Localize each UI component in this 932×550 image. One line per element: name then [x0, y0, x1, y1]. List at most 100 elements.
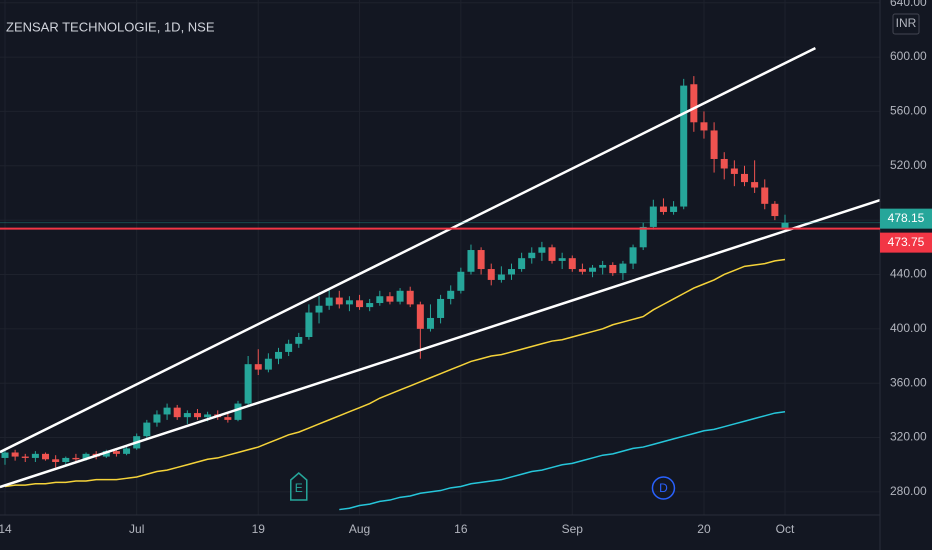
candle-body [82, 453, 90, 460]
candle-body [730, 168, 738, 174]
candle-body [467, 250, 475, 272]
x-tick-label: Oct [776, 522, 795, 536]
candle-body [21, 456, 29, 458]
candle-body [457, 271, 465, 291]
candle-body [264, 358, 272, 370]
x-tick-label: 20 [697, 522, 711, 536]
price-label-bg [880, 208, 932, 229]
candle-body [376, 296, 384, 304]
candle-body [285, 343, 293, 352]
x-tick-label: 19 [252, 522, 266, 536]
event-marker [290, 472, 308, 501]
candle-body [416, 304, 424, 329]
candle-body [335, 297, 343, 305]
candle-body [528, 252, 536, 259]
candle-body [680, 85, 688, 207]
y-tick-label: 280.00 [890, 484, 927, 498]
candle-body [558, 258, 566, 261]
candle-body [234, 403, 242, 420]
candle-body [386, 296, 394, 302]
candle-body [295, 336, 303, 344]
candle-body [11, 452, 19, 457]
y-tick-label: 400.00 [890, 321, 927, 335]
candle-body [366, 303, 374, 308]
event-label: D [659, 481, 668, 495]
candle-body [589, 267, 597, 272]
moving-average [4, 258, 786, 488]
price-label: 473.75 [888, 235, 925, 249]
candle-body [356, 300, 364, 308]
candle-body [781, 222, 789, 229]
x-tick-label: 14 [0, 522, 12, 536]
candle-body [639, 226, 647, 248]
x-tick-label: Sep [562, 522, 584, 536]
candle-body [315, 305, 323, 313]
y-tick-label: 520.00 [890, 158, 927, 172]
y-tick-label: 600.00 [890, 49, 927, 63]
candle-body [629, 247, 637, 264]
candle-body [771, 203, 779, 217]
candle-body [619, 263, 627, 274]
candle-body [751, 182, 759, 188]
candle-body [538, 247, 546, 253]
candle-body [508, 269, 515, 275]
candle-body [102, 451, 110, 457]
candle-body [406, 290, 414, 305]
candle-body [305, 312, 313, 337]
price-label-bg [880, 232, 932, 253]
candle-body [497, 274, 505, 280]
candle-body [325, 297, 333, 306]
candle-body [42, 453, 50, 460]
y-tick-label: 440.00 [890, 267, 927, 281]
currency: INR [896, 16, 917, 30]
candle-body [244, 364, 252, 404]
candle-body [426, 317, 434, 329]
candle-body [690, 84, 698, 123]
candle-body [518, 258, 526, 270]
x-tick-label: Jul [129, 522, 144, 536]
currency-box [892, 13, 920, 35]
y-tick-label: 320.00 [890, 430, 927, 444]
y-tick-label: 360.00 [890, 375, 927, 389]
candle-body [123, 448, 131, 454]
event-marker [651, 476, 676, 500]
candle-body [1, 452, 9, 458]
candle-body [204, 414, 212, 418]
candle-body [62, 457, 70, 463]
candle-body [31, 453, 39, 458]
trend-line [0, 46, 816, 454]
candle-body [275, 351, 283, 359]
candle-body [163, 407, 171, 415]
candle-body [437, 298, 445, 318]
candle-body [173, 407, 181, 418]
candle-body [609, 264, 617, 274]
moving-average [339, 410, 786, 511]
candle-body [548, 247, 556, 261]
candle-body [447, 290, 455, 299]
candle-body [578, 269, 586, 272]
candle-body [345, 300, 353, 305]
candle-body [487, 269, 495, 280]
candle-body [761, 187, 769, 204]
x-tick-label: Aug [349, 522, 370, 536]
event-label: E [295, 481, 303, 495]
y-tick-label: 640.00 [890, 0, 927, 9]
candle-body [193, 413, 201, 418]
candle-body [52, 459, 60, 463]
candle-body [700, 122, 708, 131]
y-tick-label: 560.00 [890, 104, 927, 118]
candle-body [670, 206, 678, 212]
candle-body [659, 206, 667, 212]
candle-body [568, 258, 576, 270]
candle-body [720, 158, 728, 169]
candle-body [396, 290, 404, 302]
candle-body [710, 130, 718, 159]
candle-body [740, 173, 748, 183]
candle-body [183, 413, 191, 418]
candle-body [599, 264, 607, 268]
candle-body [477, 250, 485, 270]
candle-body [143, 422, 151, 437]
candle-body [254, 364, 262, 370]
